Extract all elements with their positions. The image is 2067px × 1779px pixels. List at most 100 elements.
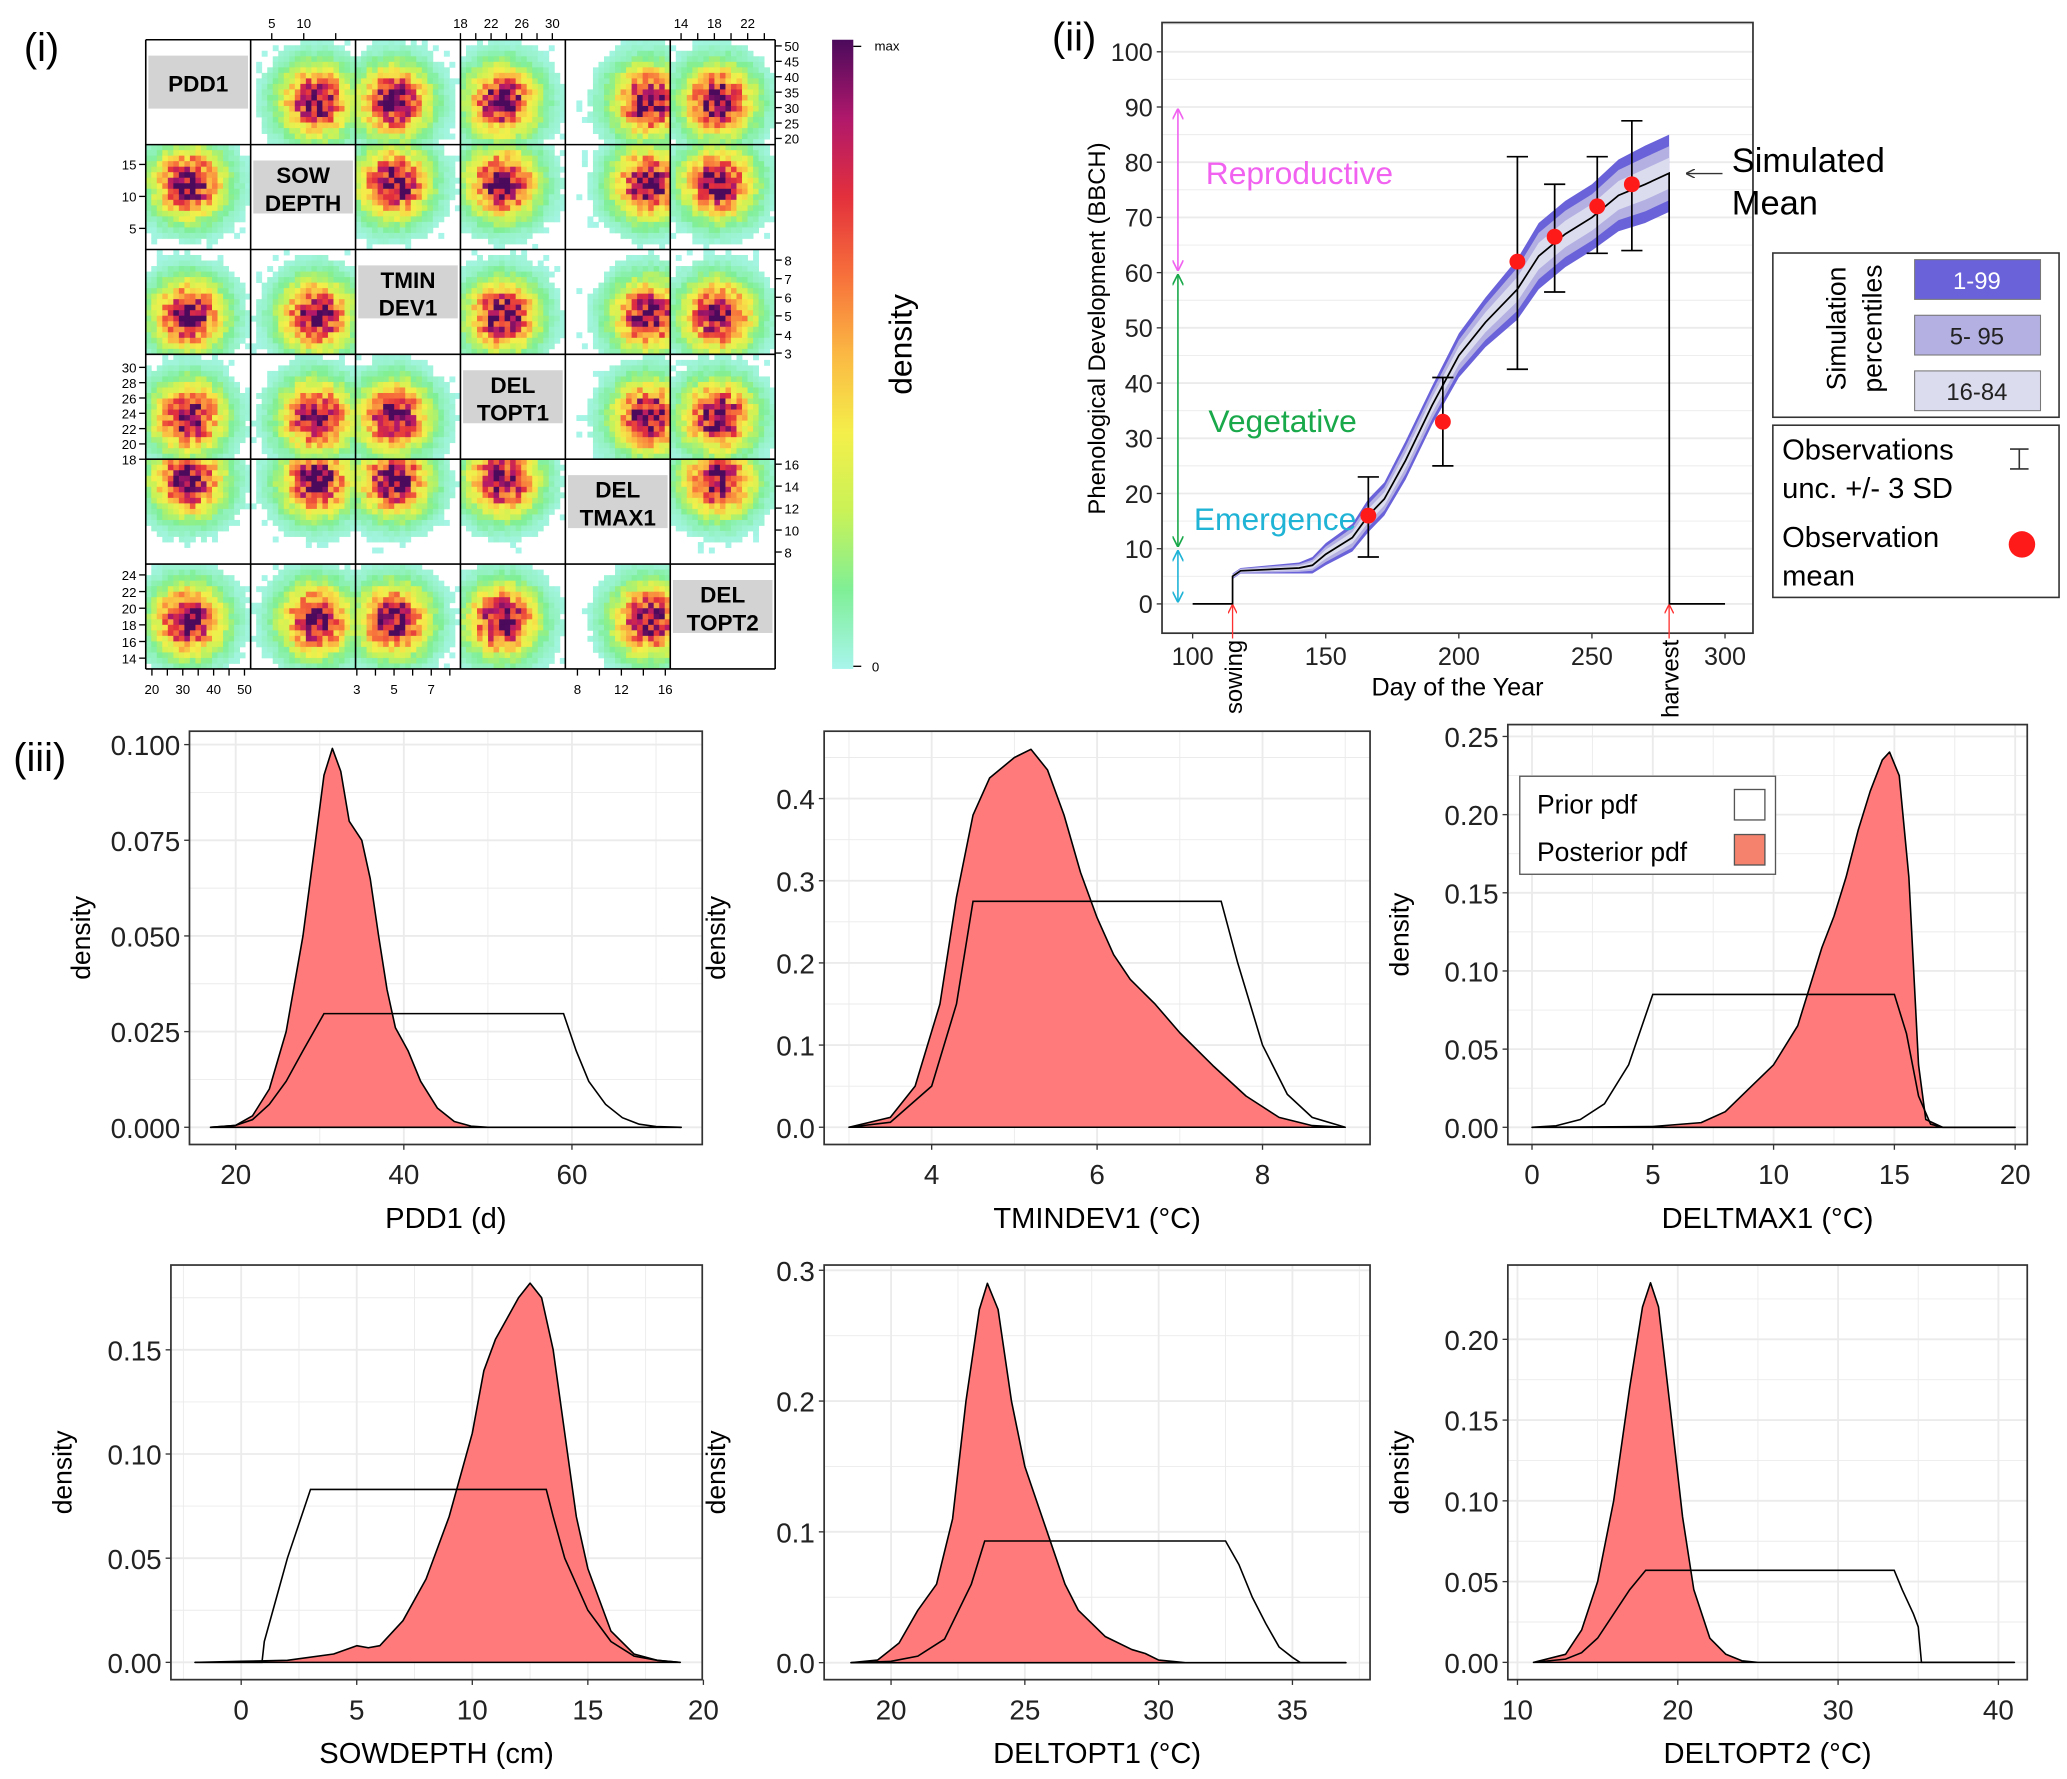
- heatmap-cell: [659, 177, 666, 184]
- heatmap-cell: [372, 111, 379, 118]
- heatmap-cell: [300, 56, 307, 63]
- heatmap-cell: [504, 315, 511, 322]
- heatmap-cell: [300, 348, 307, 355]
- heatmap-cell: [427, 117, 434, 123]
- heatmap-cell: [670, 343, 677, 350]
- heatmap-cell: [521, 299, 528, 306]
- heatmap-cell: [267, 343, 274, 350]
- heatmap-cell: [482, 188, 489, 195]
- heatmap-cell: [537, 72, 544, 79]
- heatmap-cell: [686, 50, 693, 57]
- heatmap-cell: [167, 348, 174, 355]
- heatmap-cell: [223, 398, 229, 405]
- heatmap-cell: [383, 194, 390, 201]
- heatmap-cell: [465, 299, 472, 306]
- heatmap-cell: [162, 332, 169, 339]
- heatmap-cell: [223, 376, 229, 383]
- heatmap-cell: [488, 111, 494, 118]
- heatmap-cell: [742, 221, 748, 228]
- heatmap-cell: [256, 343, 263, 350]
- heatmap-cell: [300, 293, 307, 300]
- heatmap-cell: [372, 61, 379, 68]
- heatmap-cell: [736, 172, 743, 179]
- heatmap-cell: [471, 337, 478, 344]
- heatmap-cell: [537, 67, 544, 74]
- heatmap-cell: [151, 453, 158, 460]
- heatmap-cell: [245, 426, 252, 433]
- pair-heatmap-TMINDEV1-vs-DELTOPT2: [670, 249, 776, 355]
- heatmap-cell: [145, 304, 152, 311]
- heatmap-cell: [333, 67, 340, 74]
- heatmap-cell: [427, 100, 434, 107]
- heatmap-cell: [289, 282, 296, 289]
- heatmap-cell: [493, 348, 500, 355]
- heatmap-cell: [223, 332, 229, 339]
- heatmap-cell: [200, 161, 207, 168]
- heatmap-cell: [394, 144, 401, 151]
- heatmap-cell: [195, 271, 202, 278]
- heatmap-cell: [184, 282, 191, 289]
- heatmap-cell: [333, 326, 340, 333]
- heatmap-cell: [753, 255, 759, 261]
- heatmap-cell: [692, 83, 699, 90]
- heatmap-cell: [653, 321, 660, 328]
- heatmap-cell: [758, 326, 765, 333]
- heatmap-cell: [714, 343, 721, 350]
- heatmap-cell: [234, 293, 241, 300]
- heatmap-cell: [675, 199, 682, 206]
- heatmap-cell: [499, 343, 506, 350]
- heatmap-cell: [758, 117, 765, 123]
- heatmap-cell: [333, 293, 340, 300]
- heatmap-cell: [372, 83, 379, 90]
- heatmap-cell: [421, 177, 428, 184]
- heatmap-cell: [184, 359, 191, 366]
- heatmap-cell: [631, 150, 638, 157]
- heatmap-cell: [372, 67, 379, 74]
- heatmap-cell: [372, 39, 379, 46]
- heatmap-cell: [714, 205, 721, 212]
- heatmap-cell: [504, 288, 511, 295]
- heatmap-cell: [460, 337, 467, 344]
- heatmap-cell: [559, 150, 566, 157]
- heatmap-cell: [267, 398, 274, 405]
- heatmap-cell: [399, 122, 406, 129]
- heatmap-cell: [212, 161, 218, 168]
- heatmap-cell: [156, 255, 163, 261]
- heatmap-cell: [438, 210, 445, 217]
- heatmap-cell: [526, 94, 533, 101]
- heatmap-cell: [212, 205, 218, 212]
- heatmap-cell: [256, 337, 263, 344]
- heatmap-cell: [703, 304, 710, 311]
- heatmap-cell: [460, 78, 467, 85]
- heatmap-cell: [620, 61, 627, 68]
- heatmap-cell: [753, 227, 759, 234]
- heatmap-cell: [499, 277, 506, 283]
- heatmap-cell: [250, 348, 257, 355]
- heatmap-cell: [730, 100, 737, 107]
- heatmap-cell: [592, 89, 599, 96]
- heatmap-cell: [681, 337, 688, 344]
- heatmap-cell: [355, 155, 362, 162]
- heatmap-cell: [631, 50, 638, 57]
- heatmap-cell: [637, 39, 644, 46]
- heatmap-cell: [681, 172, 688, 179]
- heatmap-cell: [482, 277, 489, 283]
- heatmap-cell: [283, 45, 290, 52]
- heatmap-cell: [609, 177, 616, 184]
- heatmap-cell: [305, 437, 312, 444]
- heatmap-cell: [664, 205, 671, 212]
- heatmap-cell: [543, 332, 550, 339]
- heatmap-cell: [394, 89, 401, 96]
- heatmap-cell: [145, 221, 152, 228]
- heatmap-cell: [615, 61, 621, 68]
- heatmap-cell: [200, 172, 207, 179]
- heatmap-cell: [686, 282, 693, 289]
- heatmap-cell: [510, 78, 517, 85]
- heatmap-cell: [537, 177, 544, 184]
- heatmap-cell: [532, 133, 539, 140]
- heatmap-cell: [653, 78, 660, 85]
- heatmap-cell: [338, 304, 345, 311]
- heatmap-cell: [753, 343, 759, 350]
- heatmap-cell: [664, 111, 671, 118]
- heatmap-cell: [283, 249, 290, 256]
